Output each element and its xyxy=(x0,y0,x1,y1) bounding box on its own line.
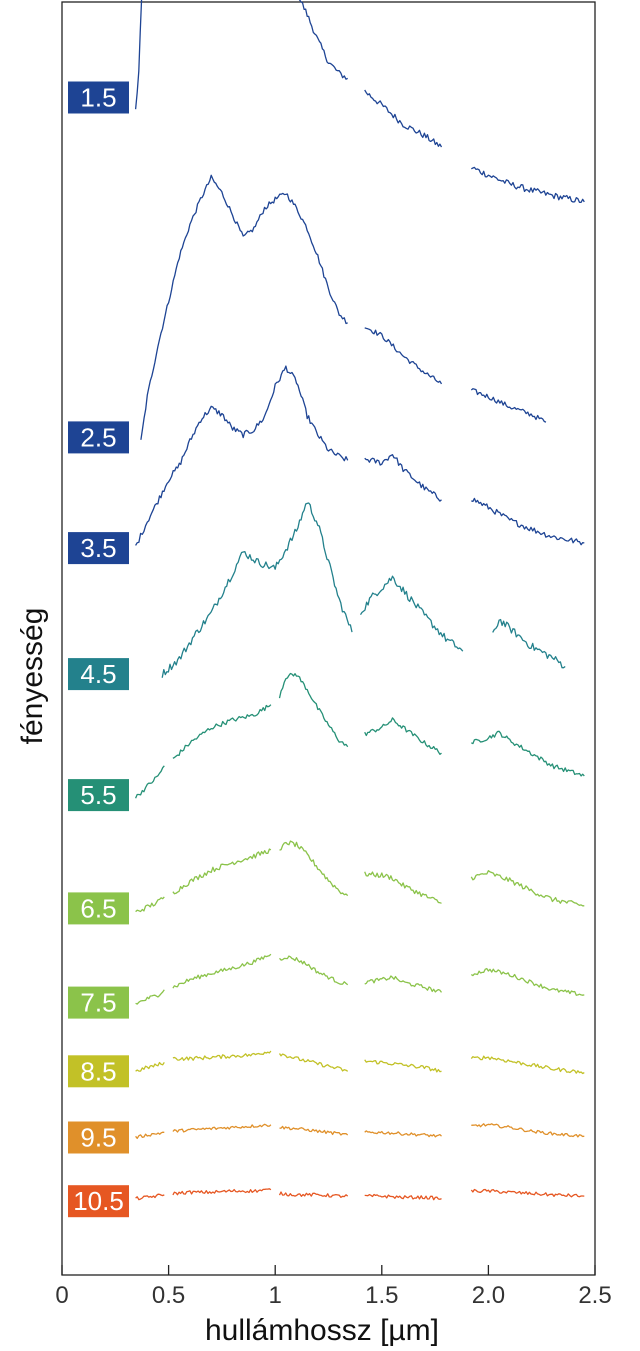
spectrum-5-5-segment-1 xyxy=(135,765,165,799)
spectrum-4-5-segment-1 xyxy=(161,502,353,678)
series-label-badge xyxy=(68,986,129,1019)
spectrum-7-5-segment-1 xyxy=(135,989,165,1005)
series-label-10-5: 10.5 xyxy=(68,1185,129,1218)
spectrum-3-5-segment-1 xyxy=(135,365,349,546)
series-label-badge xyxy=(68,1185,129,1218)
spectrum-9-5-segment-5 xyxy=(471,1123,585,1138)
spectrum-9-5-segment-4 xyxy=(364,1130,442,1138)
spectrum-8-5-segment-3 xyxy=(278,1053,349,1072)
spectrum-7-5-segment-3 xyxy=(279,955,349,986)
series-label-text: 9.5 xyxy=(80,1123,116,1153)
spectrum-10-5-segment-1 xyxy=(135,1193,165,1201)
spectrum-8-5-segment-4 xyxy=(364,1059,442,1073)
series-label-layer: 1.5 2.5 3.5 4.5 5.5 6.5 7.5 8.5 9.5 10.5 xyxy=(68,81,129,1218)
spectrum-4-5-segment-3 xyxy=(492,618,566,669)
spectrum-5-5-segment-3 xyxy=(278,672,349,748)
spectrum-2-5-segment-2 xyxy=(364,327,443,385)
series-label-badge xyxy=(68,1121,129,1154)
x-axis: 0 0.5 1 1.5 2.0 2.5 xyxy=(55,1265,612,1309)
spectrum-5-5-segment-4 xyxy=(364,717,442,755)
spectrum-8-5-segment-5 xyxy=(470,1055,585,1075)
spectrum-2-5-segment-3 xyxy=(470,388,547,423)
spectrum-7-5-segment-2 xyxy=(172,953,272,989)
series-label-1-5: 1.5 xyxy=(68,81,129,114)
spectrum-6-5-segment-4 xyxy=(364,871,442,904)
series-label-badge xyxy=(68,421,129,454)
series-label-text: 4.5 xyxy=(80,659,116,689)
series-label-badge xyxy=(68,532,129,565)
spectrum-6-5-segment-1 xyxy=(135,896,165,913)
spectrum-9-5-segment-3 xyxy=(279,1125,349,1136)
x-tick-label: 2.0 xyxy=(472,1282,505,1309)
spectrum-10-5-segment-2 xyxy=(172,1188,272,1196)
plot-frame xyxy=(61,1,596,1276)
x-tick-label: 0.5 xyxy=(152,1282,185,1309)
series-label-badge xyxy=(68,1055,129,1088)
series-label-3-5: 3.5 xyxy=(68,532,129,565)
series-layer xyxy=(134,0,585,1201)
spectrum-1-5-segment-2 xyxy=(364,89,443,148)
series-label-text: 3.5 xyxy=(80,533,116,563)
series-label-2-5: 2.5 xyxy=(68,421,129,454)
spectrum-7-5-segment-4 xyxy=(364,975,443,993)
series-label-6-5: 6.5 xyxy=(68,892,129,925)
spectrum-8-5-segment-1 xyxy=(135,1061,165,1072)
x-tick-label: 1.5 xyxy=(365,1282,398,1309)
spectrum-7-5-segment-5 xyxy=(470,967,585,996)
x-axis-title: hullámhossz [µm] xyxy=(205,1314,439,1347)
series-label-text: 10.5 xyxy=(73,1186,124,1216)
series-label-8-5: 8.5 xyxy=(68,1055,129,1088)
spectrum-6-5-segment-2 xyxy=(172,848,272,895)
spectrum-4-5-segment-2 xyxy=(359,575,464,652)
spectrum-10-5-segment-3 xyxy=(278,1191,349,1198)
spectrum-10-5-segment-4 xyxy=(364,1193,442,1201)
series-label-text: 7.5 xyxy=(80,988,116,1018)
series-label-text: 6.5 xyxy=(80,893,116,923)
spectrum-10-5-segment-5 xyxy=(470,1188,585,1198)
y-axis-title: fényesség xyxy=(16,608,49,745)
spectrum-9-5-segment-2 xyxy=(172,1123,272,1133)
series-label-text: 5.5 xyxy=(80,780,116,810)
series-label-4-5: 4.5 xyxy=(68,658,129,691)
series-label-text: 8.5 xyxy=(80,1056,116,1086)
x-tick-label: 1 xyxy=(269,1282,282,1309)
spectrum-1-5-segment-3 xyxy=(471,166,585,204)
x-tick-label: 0 xyxy=(55,1282,68,1309)
series-label-badge xyxy=(68,892,129,925)
series-label-5-5: 5.5 xyxy=(68,779,129,812)
spectrum-2-5-segment-1 xyxy=(140,174,348,440)
series-label-badge xyxy=(68,779,129,812)
spectrum-9-5-segment-1 xyxy=(135,1131,165,1140)
series-label-7-5: 7.5 xyxy=(68,986,129,1019)
series-label-badge xyxy=(68,658,129,691)
x-tick-label: 2.5 xyxy=(578,1282,611,1309)
spectrum-6-5-segment-3 xyxy=(279,840,349,897)
series-label-text: 2.5 xyxy=(80,422,116,452)
spectrum-1-5-segment-1 xyxy=(134,0,348,110)
series-label-badge xyxy=(68,81,129,114)
spectrum-6-5-segment-5 xyxy=(470,870,585,907)
spectrum-3-5-segment-2 xyxy=(364,454,442,502)
spectrum-3-5-segment-3 xyxy=(471,497,585,546)
series-label-text: 1.5 xyxy=(80,83,116,113)
series-label-9-5: 9.5 xyxy=(68,1121,129,1154)
spectrum-5-5-segment-2 xyxy=(172,704,272,759)
spectrum-5-5-segment-5 xyxy=(471,730,585,777)
spectrum-8-5-segment-2 xyxy=(172,1050,272,1061)
